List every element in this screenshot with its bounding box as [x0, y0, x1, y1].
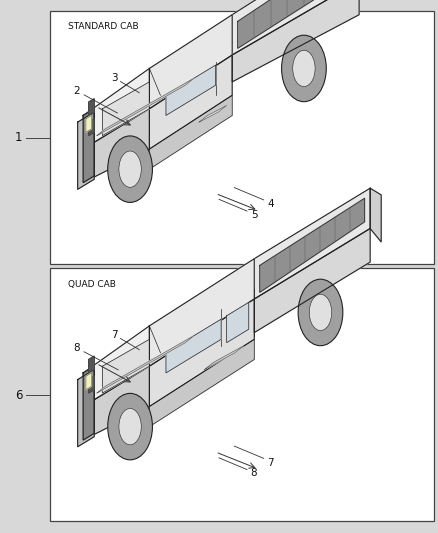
Ellipse shape [282, 35, 326, 102]
Text: 7: 7 [111, 330, 118, 340]
Polygon shape [238, 0, 353, 49]
Polygon shape [149, 259, 254, 366]
Polygon shape [83, 326, 149, 407]
Text: QUAD CAB: QUAD CAB [68, 280, 116, 289]
Polygon shape [149, 340, 254, 426]
Polygon shape [166, 319, 221, 373]
Text: STANDARD CAB: STANDARD CAB [68, 22, 138, 31]
Polygon shape [149, 55, 232, 149]
Ellipse shape [108, 393, 152, 460]
Ellipse shape [119, 408, 141, 445]
Polygon shape [89, 356, 94, 373]
FancyBboxPatch shape [50, 268, 434, 521]
Text: 3: 3 [111, 74, 118, 83]
Polygon shape [166, 65, 215, 116]
Polygon shape [227, 302, 249, 343]
Text: 5: 5 [251, 210, 258, 220]
Polygon shape [83, 109, 149, 183]
Polygon shape [89, 99, 94, 116]
Ellipse shape [108, 136, 152, 203]
Polygon shape [205, 346, 243, 369]
Polygon shape [83, 366, 94, 440]
Text: 2: 2 [73, 86, 80, 95]
Polygon shape [199, 106, 227, 122]
Polygon shape [83, 68, 149, 149]
Polygon shape [254, 229, 370, 333]
Polygon shape [86, 116, 92, 132]
Polygon shape [149, 95, 232, 169]
Ellipse shape [298, 279, 343, 346]
Polygon shape [149, 299, 254, 407]
Ellipse shape [309, 294, 332, 330]
Polygon shape [89, 376, 94, 393]
Polygon shape [97, 78, 194, 135]
Polygon shape [232, 0, 359, 55]
Text: 8: 8 [73, 343, 80, 352]
Ellipse shape [119, 151, 141, 187]
Polygon shape [370, 188, 381, 242]
Polygon shape [232, 0, 359, 82]
Text: 8: 8 [251, 469, 258, 478]
Polygon shape [83, 366, 149, 440]
Polygon shape [78, 112, 94, 189]
FancyBboxPatch shape [50, 11, 434, 264]
Polygon shape [149, 15, 232, 109]
Text: 6: 6 [14, 389, 22, 402]
Text: 4: 4 [267, 199, 274, 209]
Polygon shape [89, 119, 94, 135]
Polygon shape [102, 340, 149, 393]
Polygon shape [102, 82, 149, 135]
Text: 7: 7 [267, 458, 274, 467]
Ellipse shape [293, 50, 315, 86]
Text: 1: 1 [14, 131, 22, 144]
Polygon shape [254, 188, 370, 299]
Polygon shape [83, 109, 94, 183]
Polygon shape [78, 369, 94, 447]
Polygon shape [97, 336, 194, 393]
Polygon shape [260, 198, 364, 292]
Polygon shape [86, 373, 92, 390]
